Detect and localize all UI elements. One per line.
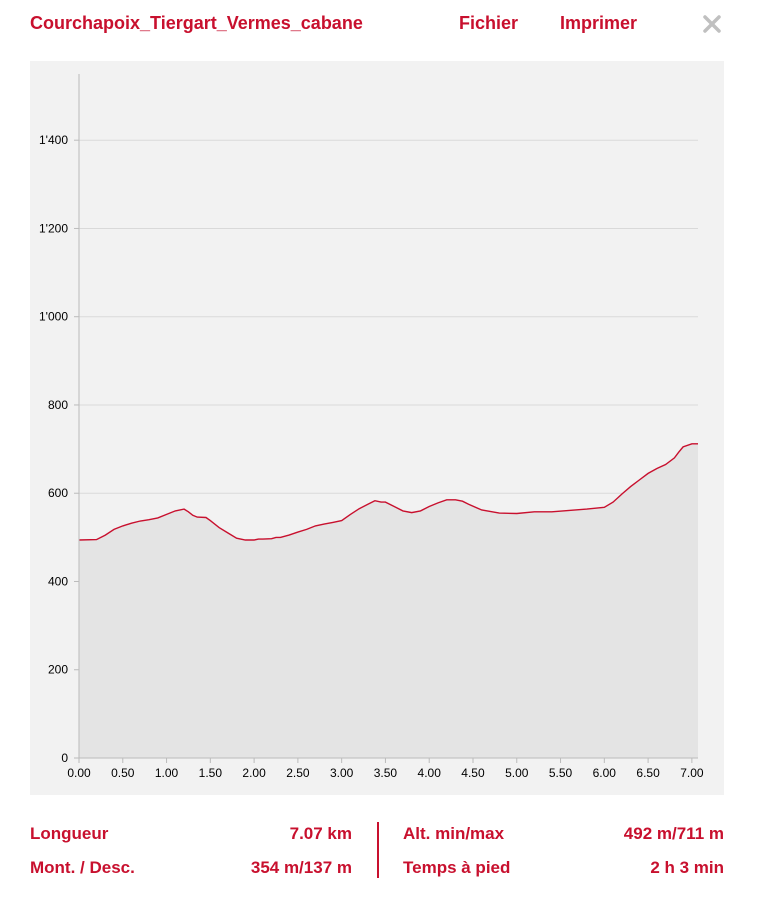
x-tick-label: 7.00	[680, 766, 704, 780]
altitude-label: Alt. min/max	[403, 824, 505, 843]
walking-time-label: Temps à pied	[403, 858, 511, 877]
x-tick-label: 2.00	[242, 766, 266, 780]
elevation-chart: 0 200 400 600 800 1'000 1'200 1'400 0.00 0.50 1.00…	[30, 61, 724, 795]
x-tick-label: 6.00	[593, 766, 617, 780]
y-tick-label: 600	[48, 486, 68, 500]
y-tick-label: 200	[48, 663, 68, 677]
length-value: 7.07 km	[289, 824, 352, 843]
header-bar: Courchapoix_Tiergart_Vermes_cabane Fichi…	[0, 0, 759, 50]
altitude-value: 492 m/711 m	[623, 824, 724, 843]
close-icon[interactable]	[700, 12, 724, 36]
x-tick-label: 1.50	[199, 766, 223, 780]
x-tick-label: 4.50	[461, 766, 485, 780]
x-tick-label: 1.00	[155, 766, 179, 780]
print-button[interactable]: Imprimer	[560, 13, 638, 33]
y-tick-label: 400	[48, 574, 68, 588]
y-tick-label: 1'200	[39, 221, 68, 235]
y-tick-label: 1'000	[39, 310, 68, 324]
x-tick-label: 2.50	[286, 766, 310, 780]
y-tick-label: 1'400	[39, 133, 68, 147]
y-tick-label: 800	[48, 398, 68, 412]
axis-layer: 0 200 400 600 800 1'000 1'200 1'400 0.00 0.50 1.00…	[39, 74, 704, 780]
x-tick-label: 4.00	[418, 766, 442, 780]
x-tick-label: 0.00	[67, 766, 91, 780]
route-stats: Longueur 7.07 km Mont. / Desc. 354 m/137…	[30, 818, 724, 882]
walking-time-value: 2 h 3 min	[650, 858, 724, 877]
ascent-descent-value: 354 m/137 m	[250, 858, 352, 877]
x-tick-label: 3.00	[330, 766, 354, 780]
x-tick-label: 6.50	[636, 766, 660, 780]
x-tick-label: 0.50	[111, 766, 135, 780]
file-menu-button[interactable]: Fichier	[459, 13, 519, 33]
x-tick-label: 5.50	[549, 766, 573, 780]
y-tick-label: 0	[61, 751, 68, 765]
elevation-area	[79, 443, 698, 758]
stats-divider	[377, 822, 379, 878]
elevation-chart-svg: 0 200 400 600 800 1'000 1'200 1'400 0.00 0.50 1.00…	[39, 74, 704, 780]
page-title: Courchapoix_Tiergart_Vermes_cabane	[30, 13, 363, 33]
elevation-line	[78, 443, 698, 541]
length-label: Longueur	[30, 824, 109, 843]
ascent-descent-label: Mont. / Desc.	[30, 858, 135, 877]
x-tick-label: 3.50	[374, 766, 398, 780]
x-tick-label: 5.00	[505, 766, 529, 780]
